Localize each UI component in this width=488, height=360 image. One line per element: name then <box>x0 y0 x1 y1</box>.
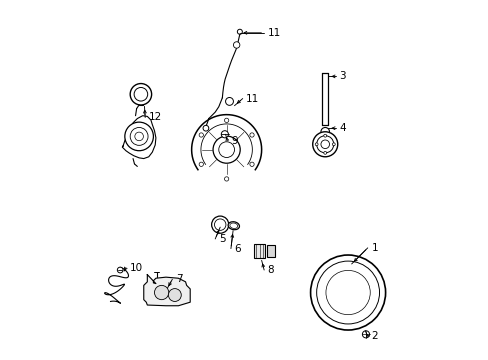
FancyBboxPatch shape <box>254 244 264 257</box>
Circle shape <box>320 127 329 136</box>
Circle shape <box>337 298 342 303</box>
Circle shape <box>130 127 148 145</box>
Text: 2: 2 <box>370 332 377 342</box>
Circle shape <box>233 42 240 48</box>
Circle shape <box>337 282 342 287</box>
Circle shape <box>323 134 326 137</box>
Circle shape <box>323 152 326 154</box>
Circle shape <box>316 136 333 153</box>
Circle shape <box>353 282 358 287</box>
Text: 5: 5 <box>218 234 225 244</box>
Text: 10: 10 <box>129 262 142 273</box>
Polygon shape <box>143 275 190 306</box>
Circle shape <box>117 267 123 273</box>
Text: 7: 7 <box>176 274 182 284</box>
Circle shape <box>130 84 151 105</box>
Circle shape <box>315 143 317 146</box>
FancyBboxPatch shape <box>266 246 274 257</box>
Circle shape <box>213 136 240 163</box>
Text: 1: 1 <box>370 243 377 253</box>
Ellipse shape <box>229 223 237 229</box>
Circle shape <box>225 98 233 105</box>
Circle shape <box>332 143 335 146</box>
Text: 3: 3 <box>339 71 345 81</box>
Circle shape <box>320 140 329 149</box>
Ellipse shape <box>227 222 239 230</box>
Circle shape <box>312 132 337 157</box>
Circle shape <box>203 125 208 131</box>
Circle shape <box>221 131 228 138</box>
Text: 11: 11 <box>267 28 281 38</box>
Text: 12: 12 <box>148 112 162 122</box>
Circle shape <box>214 219 225 230</box>
Circle shape <box>325 270 369 315</box>
Circle shape <box>249 133 254 137</box>
Circle shape <box>218 142 234 157</box>
Circle shape <box>134 87 147 101</box>
Circle shape <box>310 255 385 330</box>
Circle shape <box>199 133 203 137</box>
Circle shape <box>353 298 358 303</box>
Text: 9: 9 <box>230 136 237 146</box>
Circle shape <box>135 132 143 141</box>
Text: 11: 11 <box>246 94 259 104</box>
Circle shape <box>330 275 365 310</box>
Circle shape <box>124 122 153 151</box>
Text: 6: 6 <box>234 244 241 253</box>
Circle shape <box>224 177 228 181</box>
Circle shape <box>249 162 254 166</box>
Circle shape <box>362 331 369 338</box>
Circle shape <box>340 285 354 300</box>
Circle shape <box>168 289 181 301</box>
Circle shape <box>211 216 228 233</box>
Circle shape <box>224 118 228 122</box>
Text: 8: 8 <box>267 265 274 275</box>
Circle shape <box>316 261 379 324</box>
Circle shape <box>154 285 168 300</box>
Circle shape <box>237 29 242 34</box>
Circle shape <box>199 162 203 166</box>
Text: 4: 4 <box>339 123 345 133</box>
